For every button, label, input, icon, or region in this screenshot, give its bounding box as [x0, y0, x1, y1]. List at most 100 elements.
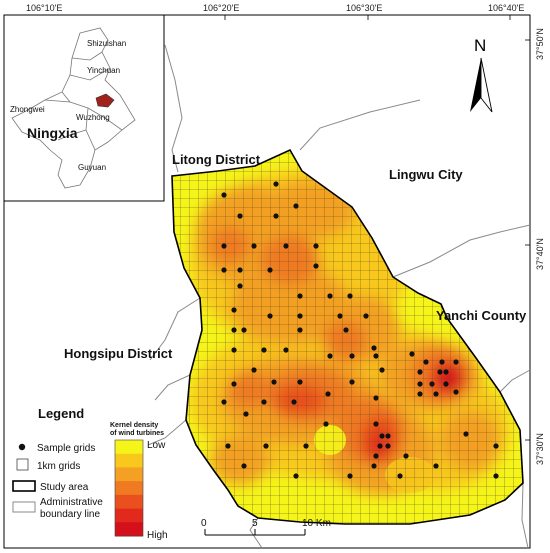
- inset-label-yinchuan: Yinchuan: [87, 66, 120, 75]
- legend-density-title-2: of wind turbines: [110, 430, 164, 437]
- scale-tick-10: 10 Km: [302, 518, 331, 529]
- inset-label-shizuishan: Shizuishan: [87, 39, 126, 48]
- sample-grid-point: [293, 203, 299, 209]
- lat-label-2: 37°40'N: [535, 238, 545, 270]
- sample-grid-point: [493, 443, 499, 449]
- sample-grid-point: [373, 453, 379, 459]
- sample-grid-point: [347, 293, 353, 299]
- density-ramp-step: [115, 440, 143, 455]
- lon-label-4: 106°40'E: [488, 3, 524, 13]
- sample-grid-point: [429, 381, 435, 387]
- sample-grid-point: [349, 353, 355, 359]
- sample-grid-point: [343, 327, 349, 333]
- sample-grid-point: [453, 389, 459, 395]
- sample-grid-point: [325, 391, 331, 397]
- sample-grid-point: [251, 243, 257, 249]
- sample-grid-point: [221, 192, 227, 198]
- sample-grid-point: [283, 243, 289, 249]
- sample-grid-point: [251, 367, 257, 373]
- legend-admin-boundary-symbol: [12, 501, 36, 513]
- sample-grid-point: [453, 359, 459, 365]
- sample-grid-point: [261, 347, 267, 353]
- north-arrow: N: [470, 36, 493, 113]
- administrative-boundaries: [147, 44, 531, 549]
- sample-grid-point: [273, 213, 279, 219]
- sample-grid-point: [237, 213, 243, 219]
- sample-grid-point: [379, 433, 385, 439]
- inset-study-area-highlight: [95, 93, 115, 108]
- lon-label-3: 106°30'E: [346, 3, 382, 13]
- sample-grid-point: [417, 381, 423, 387]
- scale-bar: 0 5 10 Km: [201, 518, 331, 536]
- sample-grid-point: [323, 421, 329, 427]
- sample-grid-point: [225, 443, 231, 449]
- legend: Legend Sample grids 1km grids Study area…: [12, 406, 168, 541]
- sample-grid-point: [327, 293, 333, 299]
- sample-grid-point: [417, 369, 423, 375]
- sample-grid-point: [267, 313, 273, 319]
- legend-admin-label-line2: boundary line: [40, 509, 100, 520]
- sample-grid-point: [349, 379, 355, 385]
- north-arrow-letter: N: [474, 36, 486, 55]
- label-litong-district: Litong District: [172, 152, 261, 167]
- sample-grid-point: [231, 381, 237, 387]
- sample-grid-point: [243, 411, 249, 417]
- sample-grid-point: [221, 399, 227, 405]
- legend-admin-label-line1: Administrative: [40, 497, 103, 508]
- label-lingwu-city: Lingwu City: [389, 167, 463, 182]
- sample-grid-point: [373, 395, 379, 401]
- sample-grid-point: [283, 347, 289, 353]
- sample-grid-point: [493, 473, 499, 479]
- inset-label-zhongwei: Zhongwei: [10, 105, 45, 114]
- density-ramp-step: [115, 453, 143, 468]
- sample-grid-point: [313, 243, 319, 249]
- sample-grid-point: [397, 473, 403, 479]
- label-hongsipu-district: Hongsipu District: [64, 346, 173, 361]
- inset-label-ningxia: Ningxia: [27, 125, 78, 141]
- sample-grid-point: [437, 369, 443, 375]
- density-ramp-step: [115, 508, 143, 523]
- legend-study-area-label: Study area: [40, 482, 89, 493]
- inset-label-guyuan: Guyuan: [78, 163, 106, 172]
- sample-grid-point: [371, 345, 377, 351]
- sample-grid-point: [423, 359, 429, 365]
- inset-label-wuzhong: Wuzhong: [76, 113, 110, 122]
- lat-label-1: 37°50'N: [535, 28, 545, 60]
- density-ramp-step: [115, 467, 143, 482]
- sample-grid-point: [241, 327, 247, 333]
- legend-low-label: Low: [147, 440, 166, 451]
- sample-grid-point: [303, 443, 309, 449]
- sample-grid-point: [237, 283, 243, 289]
- sample-grid-point: [221, 243, 227, 249]
- sample-grid-point: [221, 267, 227, 273]
- sample-grid-point: [409, 351, 415, 357]
- sample-grid-point: [433, 463, 439, 469]
- lon-label-2: 106°20'E: [203, 3, 239, 13]
- sample-grid-point: [371, 463, 377, 469]
- sample-grid-point: [373, 421, 379, 427]
- sample-grid-point: [373, 353, 379, 359]
- sample-grid-point: [273, 181, 279, 187]
- sample-grid-point: [347, 473, 353, 479]
- sample-grid-point: [231, 327, 237, 333]
- sample-grid-point: [439, 359, 445, 365]
- sample-grid-point: [231, 307, 237, 313]
- lon-label-1: 106°10'E: [26, 3, 62, 13]
- density-ramp-step: [115, 522, 143, 537]
- legend-km-grid-symbol: [16, 458, 29, 471]
- sample-grid-point: [293, 473, 299, 479]
- sample-grid-point: [297, 293, 303, 299]
- sample-grid-point: [417, 391, 423, 397]
- sample-grid-point: [463, 431, 469, 437]
- legend-title: Legend: [38, 406, 84, 421]
- sample-grid-point: [291, 399, 297, 405]
- scale-tick-5: 5: [252, 518, 258, 529]
- legend-high-label: High: [147, 530, 168, 541]
- legend-density-title-1: Kernel density: [110, 422, 158, 429]
- density-ramp-step: [115, 494, 143, 510]
- legend-sample-grids-label: Sample grids: [37, 443, 95, 454]
- sample-grid-point: [263, 443, 269, 449]
- lat-label-3: 37°30'N: [535, 433, 545, 465]
- sample-grid-point: [385, 443, 391, 449]
